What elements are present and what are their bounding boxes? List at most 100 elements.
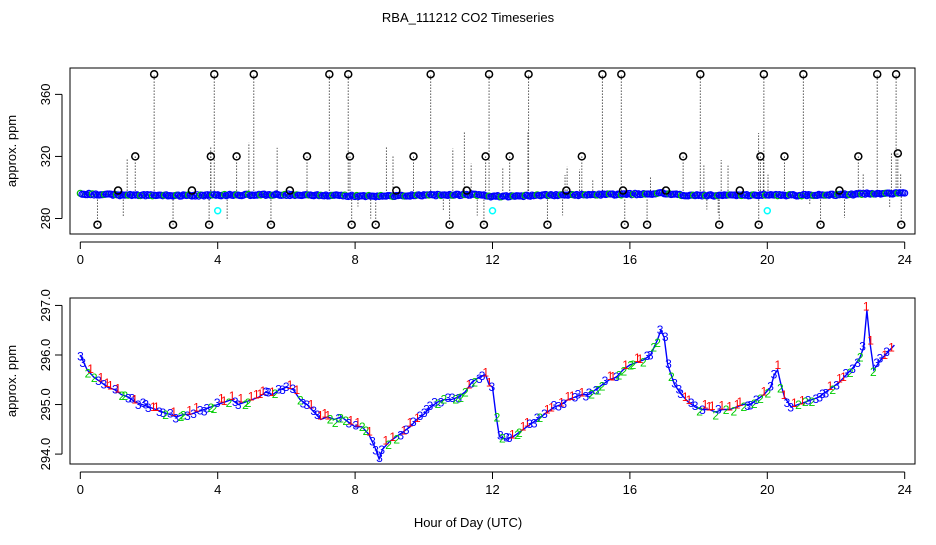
channel-label-2: 2 (640, 355, 647, 369)
channel-label-2: 2 (359, 420, 366, 434)
baseline-point (162, 191, 170, 199)
baseline-point (609, 190, 617, 198)
channel-label-2: 2 (162, 408, 169, 422)
channel-label-2: 2 (494, 410, 501, 424)
channel-label-2: 2 (297, 394, 304, 408)
channel-label-1: 1 (775, 358, 782, 372)
channel-label-3: 3 (555, 400, 562, 414)
channel-label-3: 3 (265, 385, 272, 399)
baseline-point (260, 190, 268, 198)
baseline-point (83, 191, 91, 199)
spike-point (426, 69, 435, 79)
baseline-point (454, 190, 462, 198)
spike-point (799, 69, 808, 79)
spike-point (696, 69, 705, 79)
baseline-point (526, 192, 534, 200)
baseline-point (626, 189, 634, 198)
spike-point (343, 69, 353, 79)
channel-label-2: 2 (621, 364, 628, 378)
channel-label-2: 2 (91, 371, 98, 385)
baseline-point (193, 191, 201, 199)
channel-label-3: 3 (506, 431, 513, 445)
channel-label-3: 3 (79, 356, 86, 370)
channel-label-2: 2 (847, 366, 854, 380)
spike-point (780, 152, 789, 161)
spike-point (735, 186, 745, 195)
spike-point (266, 220, 276, 229)
channel-label-3: 3 (699, 403, 706, 417)
channel-label-1: 1 (153, 400, 160, 414)
channel-label-2: 2 (471, 376, 478, 390)
y-tick-label: 320 (38, 146, 53, 168)
channel-label-3: 3 (602, 374, 609, 388)
top-marks (76, 69, 909, 229)
channel-label-1: 1 (170, 405, 177, 419)
channel-label-3: 3 (135, 398, 142, 412)
baseline-point (195, 192, 203, 200)
channel-label-2: 2 (630, 358, 637, 372)
x-tick-label: 8 (351, 252, 358, 267)
spike-point (168, 220, 178, 229)
channel-label-3: 3 (167, 407, 174, 421)
spike-point (893, 149, 903, 158)
channel-label-3: 3 (95, 374, 102, 388)
channel-label-1: 1 (389, 430, 396, 444)
channel-label-2: 2 (668, 370, 675, 384)
spike-point (543, 220, 552, 229)
spike-point (204, 220, 214, 229)
spike-point (345, 152, 355, 161)
channel-label-1: 1 (634, 351, 641, 365)
channel-label-2: 2 (119, 389, 126, 403)
channel-label-2: 2 (242, 398, 249, 412)
baseline-point (116, 192, 124, 200)
spike-point (371, 220, 380, 229)
channel-label-2: 2 (595, 383, 602, 397)
spike-point (714, 220, 724, 229)
channel-label-3: 3 (489, 380, 496, 394)
channel-label-2: 2 (857, 351, 864, 365)
channel-label-3: 3 (671, 377, 678, 391)
spike-point (481, 152, 490, 161)
channel-label-3: 3 (275, 382, 282, 396)
channel-label-3: 3 (172, 411, 179, 425)
spike-point (249, 69, 259, 79)
channel-label-1: 1 (466, 377, 473, 391)
channel-label-1: 1 (150, 400, 157, 414)
channel-label-3: 3 (541, 407, 548, 421)
x-tick-label: 12 (485, 482, 499, 497)
channel-label-3: 3 (586, 386, 593, 400)
channel-label-3: 3 (675, 382, 682, 396)
y-tick-label: 360 (38, 84, 53, 106)
channel-label-1: 1 (888, 341, 895, 355)
channel-label-3: 3 (304, 398, 311, 412)
channel-label-2: 2 (764, 386, 771, 400)
channel-label-1: 1 (781, 388, 788, 402)
channel-label-3: 3 (665, 357, 672, 371)
baseline-point (743, 191, 751, 199)
baseline-point (203, 191, 211, 199)
channel-label-2: 2 (712, 408, 719, 422)
baseline-point (494, 192, 502, 200)
chart-title: RBA_111212 CO2 Timeseries (382, 10, 555, 25)
baseline-point (140, 191, 148, 199)
channel-label-1: 1 (98, 371, 105, 385)
channel-label-1: 1 (354, 415, 361, 429)
channel-label-3: 3 (560, 397, 567, 411)
baseline-point (418, 192, 426, 200)
channel-label-1: 1 (761, 385, 768, 399)
channel-label-3: 3 (310, 404, 317, 418)
channel-label-3: 3 (647, 348, 654, 362)
channel-label-3: 3 (112, 383, 119, 397)
channel-label-3: 3 (235, 398, 242, 412)
x-tick-label: 4 (214, 482, 221, 497)
channel-label-3: 3 (613, 370, 620, 384)
channel-label-2: 2 (457, 391, 464, 405)
channel-label-1: 1 (706, 399, 713, 413)
spike-point (206, 152, 216, 161)
spike-point (524, 69, 533, 79)
spike-point (759, 69, 769, 79)
y-tick-label: 294.0 (38, 438, 53, 471)
channel-label-3: 3 (787, 401, 794, 415)
channel-label-2: 2 (363, 424, 370, 438)
